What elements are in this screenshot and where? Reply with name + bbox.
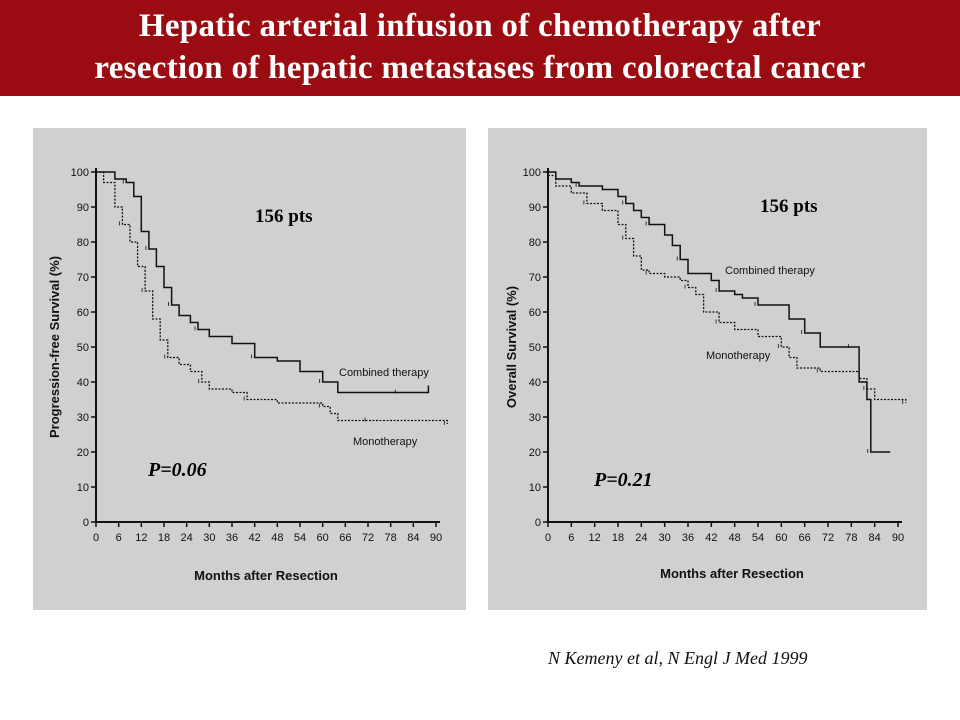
x-tick-label: 54 [752, 532, 764, 544]
y-tick-label: 40 [77, 377, 89, 389]
x-tick-label: 24 [635, 532, 647, 544]
x-tick-label: 18 [612, 532, 624, 544]
y-tick-label: 60 [77, 307, 89, 319]
y-tick-label: 100 [71, 167, 89, 179]
series-label: Combined therapy [725, 265, 815, 277]
x-tick-label: 72 [362, 532, 374, 544]
patient-count-annotation: 156 pts [760, 196, 818, 217]
x-tick-label: 0 [545, 532, 551, 544]
citation: N Kemeny et al, N Engl J Med 1999 [548, 648, 808, 668]
x-tick-label: 60 [775, 532, 787, 544]
x-tick-label: 78 [385, 532, 397, 544]
series-line-monotherapy [548, 174, 907, 403]
y-tick-label: 60 [529, 307, 541, 319]
overall-survival-chart: 0 10 20 30 40 50 60 70 80 90 100 0 6 12 18 24 30 36 42 48 54… [504, 167, 907, 581]
p-value-annotation: P=0.06 [147, 459, 207, 481]
series-label: Combined therapy [339, 367, 429, 379]
y-tick-label: 40 [529, 377, 541, 389]
x-tick-label: 18 [158, 532, 170, 544]
x-tick-label: 90 [892, 532, 904, 544]
y-tick-label: 70 [529, 272, 541, 284]
x-tick-label: 36 [226, 532, 238, 544]
x-tick-label: 30 [659, 532, 671, 544]
y-tick-label: 0 [535, 517, 541, 529]
x-tick-label: 6 [568, 532, 574, 544]
x-tick-label: 60 [317, 532, 329, 544]
y-tick-label: 20 [529, 447, 541, 459]
x-tick-label: 24 [181, 532, 193, 544]
x-tick-label: 72 [822, 532, 834, 544]
series-label: Monotherapy [353, 436, 418, 448]
x-tick-label: 78 [845, 532, 857, 544]
title-banner: Hepatic arterial infusion of chemotherap… [0, 0, 960, 96]
x-tick-label: 6 [116, 532, 122, 544]
y-tick-label: 0 [83, 517, 89, 529]
p-value-annotation: P=0.21 [593, 469, 653, 491]
x-tick-label: 0 [93, 532, 99, 544]
x-tick-label: 66 [339, 532, 351, 544]
x-tick-label: 30 [203, 532, 215, 544]
series-line-monotherapy [96, 171, 448, 424]
x-tick-label: 54 [294, 532, 306, 544]
x-tick-label: 84 [869, 532, 881, 544]
y-tick-label: 90 [529, 202, 541, 214]
y-tick-label: 30 [529, 412, 541, 424]
x-tick-label: 84 [407, 532, 419, 544]
series-line-combined-therapy [548, 171, 891, 453]
x-tick-label: 42 [705, 532, 717, 544]
x-axis-title: Months after Resection [660, 566, 804, 581]
y-tick-label: 100 [523, 167, 541, 179]
y-axis-title: Progression-free Survival (%) [47, 256, 62, 438]
y-tick-label: 80 [529, 237, 541, 249]
chart-panel-progression-free: 0 10 20 30 40 50 60 70 80 90 100 0 6 12 18 24 30 36 42 48 54… [33, 128, 466, 610]
series-line-combined-therapy [96, 171, 430, 394]
y-tick-label: 10 [529, 482, 541, 494]
x-tick-label: 48 [729, 532, 741, 544]
patient-count-annotation: 156 pts [255, 206, 313, 227]
x-tick-label: 36 [682, 532, 694, 544]
y-tick-label: 50 [77, 342, 89, 354]
y-tick-label: 10 [77, 482, 89, 494]
progression-free-survival-chart: 0 10 20 30 40 50 60 70 80 90 100 0 6 12 18 24 30 36 42 48 54… [47, 167, 448, 583]
y-tick-label: 70 [77, 272, 89, 284]
chart-panel-overall: 0 10 20 30 40 50 60 70 80 90 100 0 6 12 18 24 30 36 42 48 54… [488, 128, 927, 610]
y-tick-label: 30 [77, 412, 89, 424]
x-tick-label: 12 [135, 532, 147, 544]
y-axis-title: Overall Survival (%) [504, 286, 519, 408]
x-tick-label: 42 [249, 532, 261, 544]
slide-title-line-2: resection of hepatic metastases from col… [94, 50, 866, 86]
x-tick-label: 90 [430, 532, 442, 544]
y-tick-label: 80 [77, 237, 89, 249]
y-tick-label: 20 [77, 447, 89, 459]
x-tick-label: 12 [589, 532, 601, 544]
x-tick-label: 66 [799, 532, 811, 544]
series-label: Monotherapy [706, 350, 771, 362]
x-axis-title: Months after Resection [194, 568, 338, 583]
y-tick-label: 90 [77, 202, 89, 214]
y-tick-label: 50 [529, 342, 541, 354]
slide-title-line-1: Hepatic arterial infusion of chemotherap… [138, 8, 822, 44]
x-tick-label: 48 [271, 532, 283, 544]
